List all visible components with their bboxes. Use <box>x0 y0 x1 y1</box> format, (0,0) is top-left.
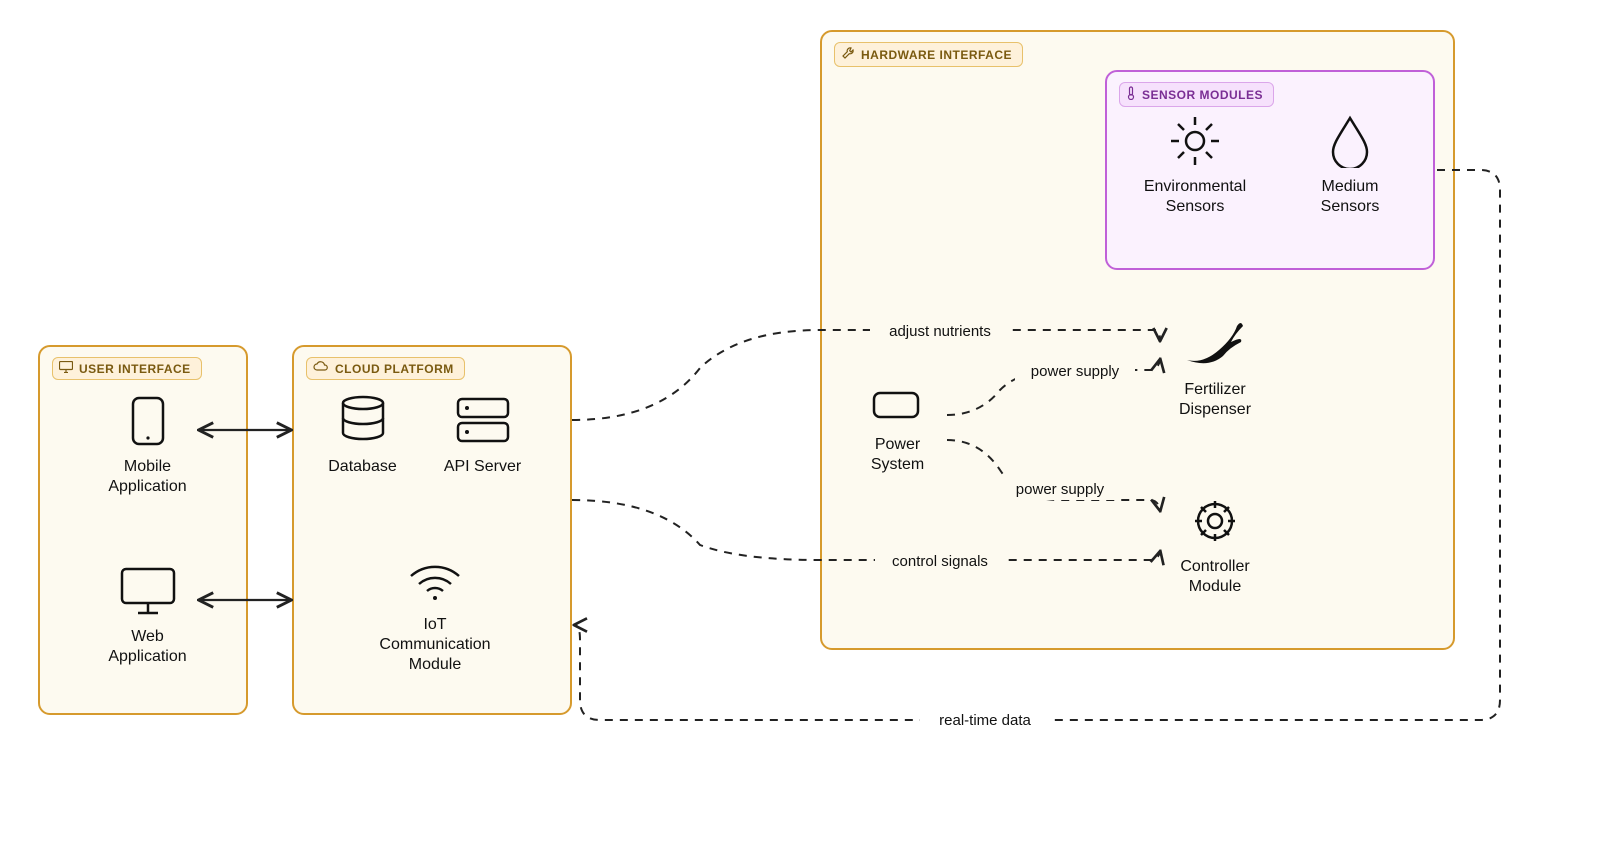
node-label-database: Database <box>315 457 410 477</box>
horn-icon <box>1183 320 1247 376</box>
drop-icon <box>1329 114 1371 174</box>
node-label-env: Environmental Sensors <box>1130 177 1260 217</box>
node-label-med: Medium Sensors <box>1300 177 1400 217</box>
group-title-hardware-interface: HARDWARE INTERFACE <box>861 48 1012 62</box>
node-web-application: Web Application <box>100 565 195 667</box>
node-power-system: Power System <box>850 385 945 475</box>
battery-icon <box>871 387 925 429</box>
node-database: Database <box>315 395 410 477</box>
group-title-user-interface: USER INTERFACE <box>79 362 191 376</box>
node-label-mobile: Mobile Application <box>100 457 195 497</box>
wrench-icon <box>841 46 855 63</box>
node-label-web: Web Application <box>100 627 195 667</box>
node-label-iot: IoT Communication Module <box>370 615 500 675</box>
group-title-cloud-platform: CLOUD PLATFORM <box>335 362 454 376</box>
node-label-power: Power System <box>850 435 945 475</box>
gear-icon <box>1189 495 1241 553</box>
cloud-icon <box>313 361 329 376</box>
node-iot-module: IoT Communication Module <box>370 555 500 675</box>
node-med-sensors: Medium Sensors <box>1300 115 1400 217</box>
group-header-cloud-platform: CLOUD PLATFORM <box>306 357 465 380</box>
node-label-api: API Server <box>435 457 530 477</box>
mobile-icon <box>131 396 165 452</box>
group-header-user-interface: USER INTERFACE <box>52 357 202 380</box>
wifi-icon <box>405 556 465 610</box>
database-icon <box>339 395 387 453</box>
server-icon <box>455 395 511 453</box>
thermometer-icon <box>1126 86 1136 103</box>
node-mobile-application: Mobile Application <box>100 395 195 497</box>
sun-icon <box>1168 114 1222 174</box>
group-header-hardware-interface: HARDWARE INTERFACE <box>834 42 1023 67</box>
node-controller-module: Controller Module <box>1160 495 1270 597</box>
group-header-sensor-modules: SENSOR MODULES <box>1119 82 1274 107</box>
node-fertilizer-dispenser: Fertilizer Dispenser <box>1160 320 1270 420</box>
monitor-icon <box>59 361 73 376</box>
group-title-sensor-modules: SENSOR MODULES <box>1142 88 1263 102</box>
monitor-icon <box>119 566 177 622</box>
node-label-fertilizer: Fertilizer Dispenser <box>1160 380 1270 420</box>
node-env-sensors: Environmental Sensors <box>1130 115 1260 217</box>
node-api-server: API Server <box>435 395 530 477</box>
edge-label-realtime: real-time data <box>939 712 1031 729</box>
node-label-controller: Controller Module <box>1160 557 1270 597</box>
